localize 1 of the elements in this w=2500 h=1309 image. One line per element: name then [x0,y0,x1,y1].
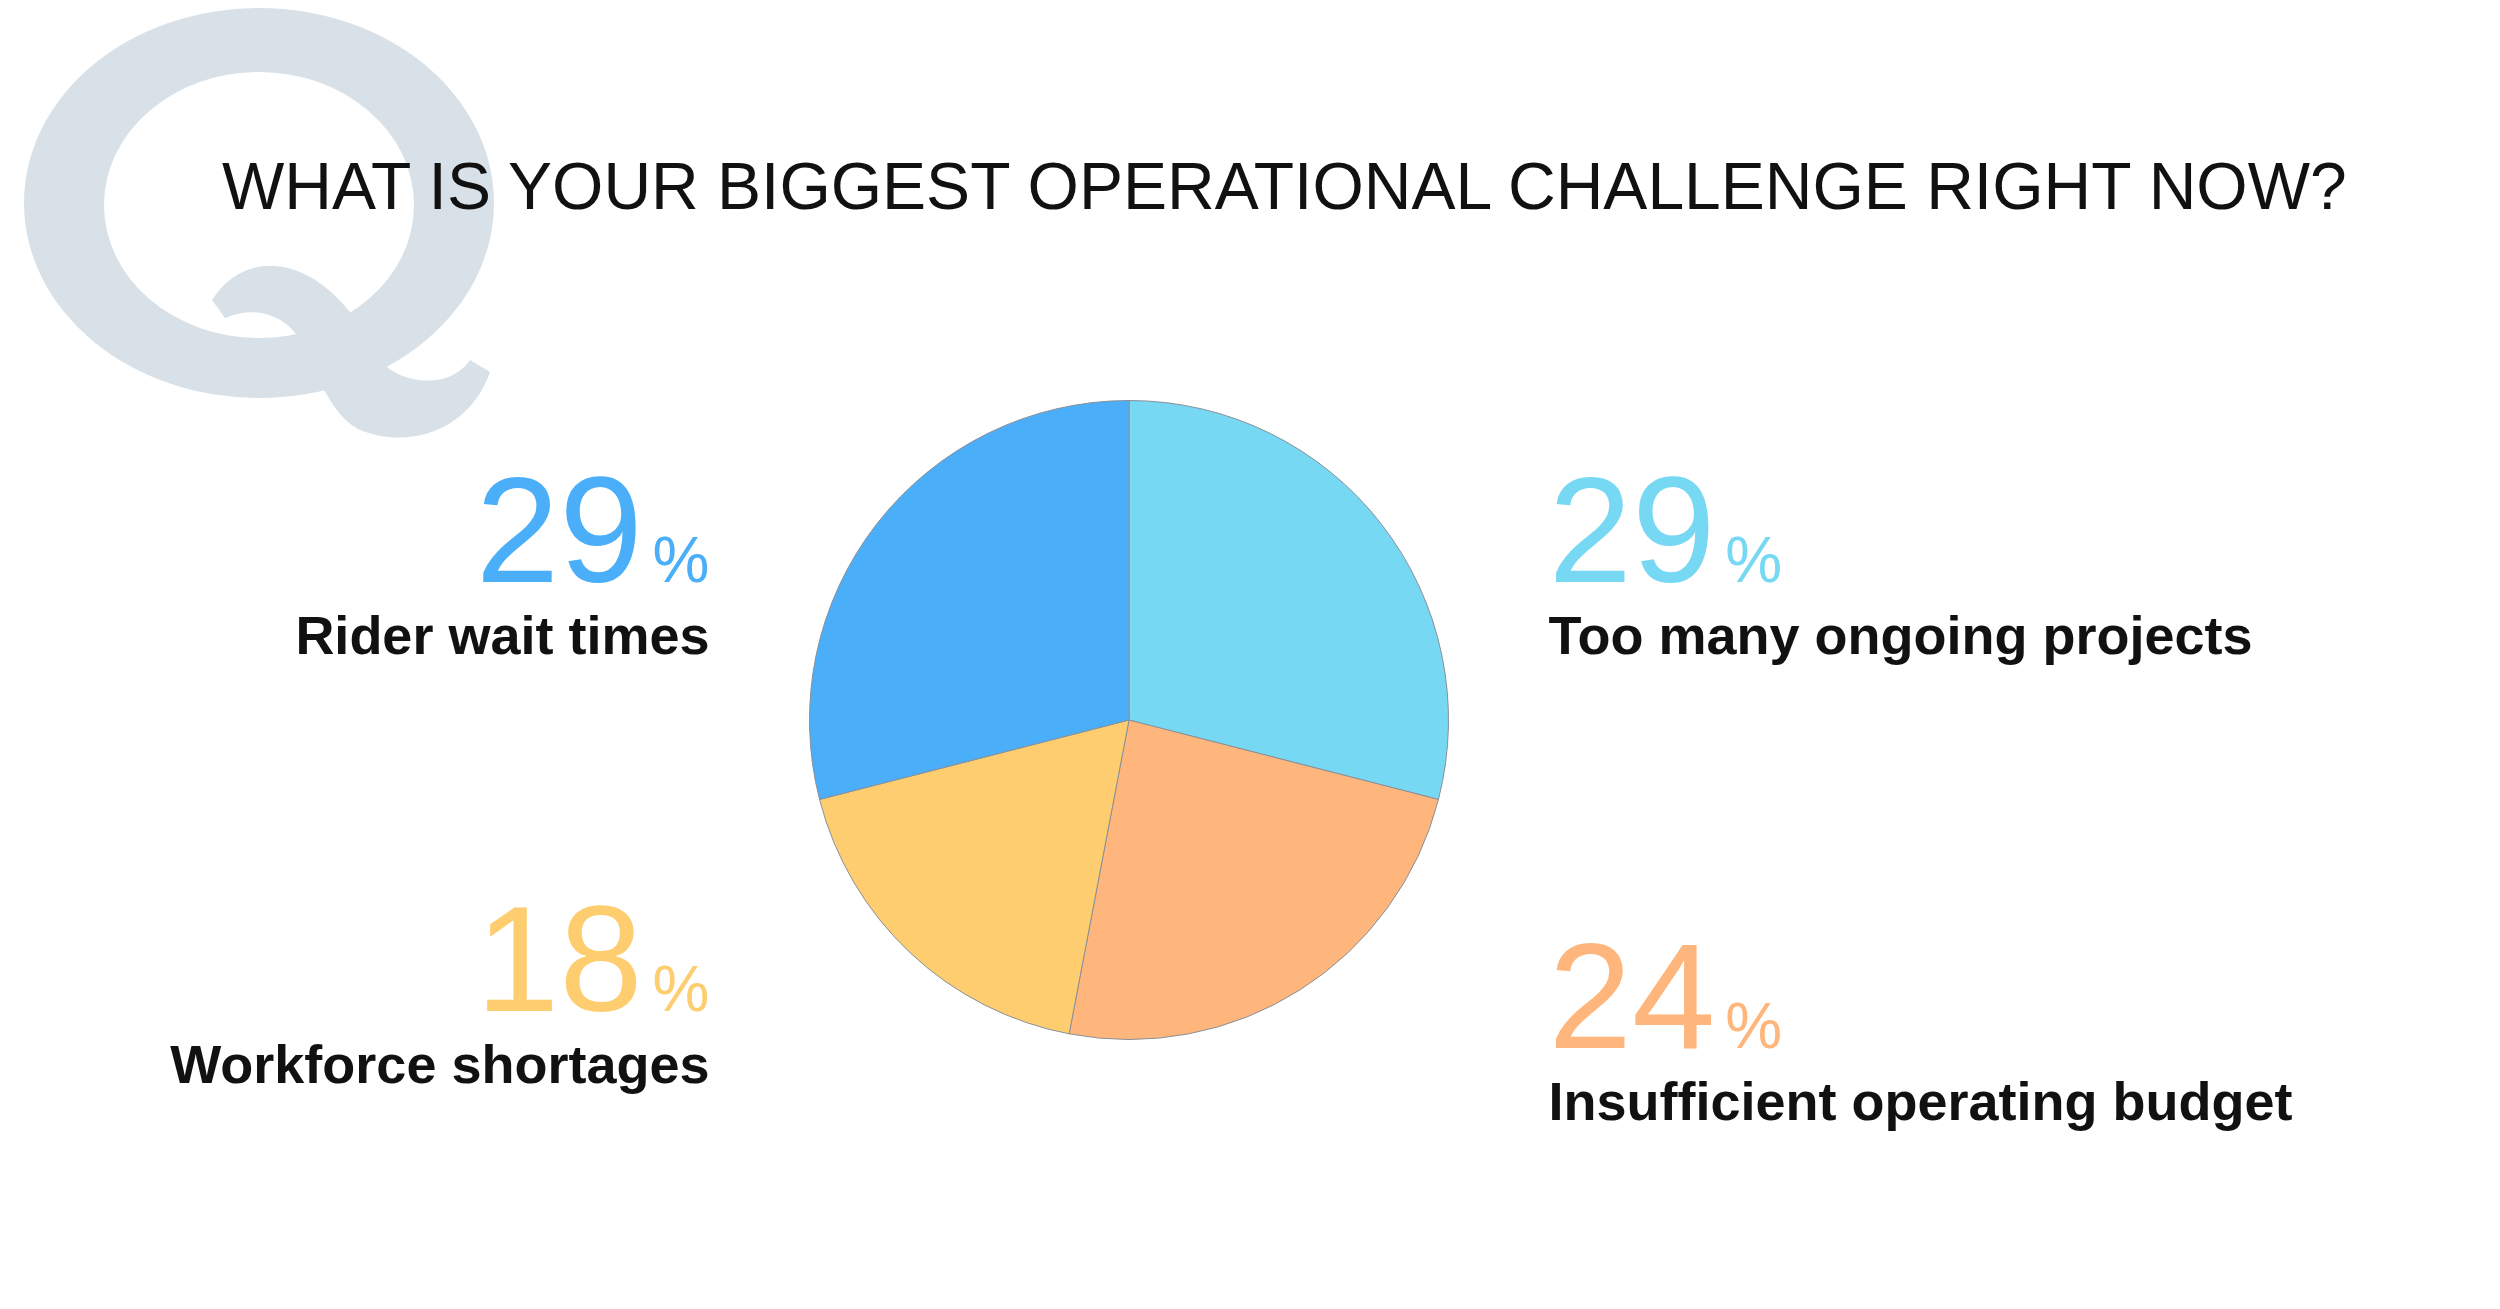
chart-title: WHAT IS YOUR BIGGEST OPERATIONAL CHALLENGE RIGHT NOW? [222,149,2347,223]
